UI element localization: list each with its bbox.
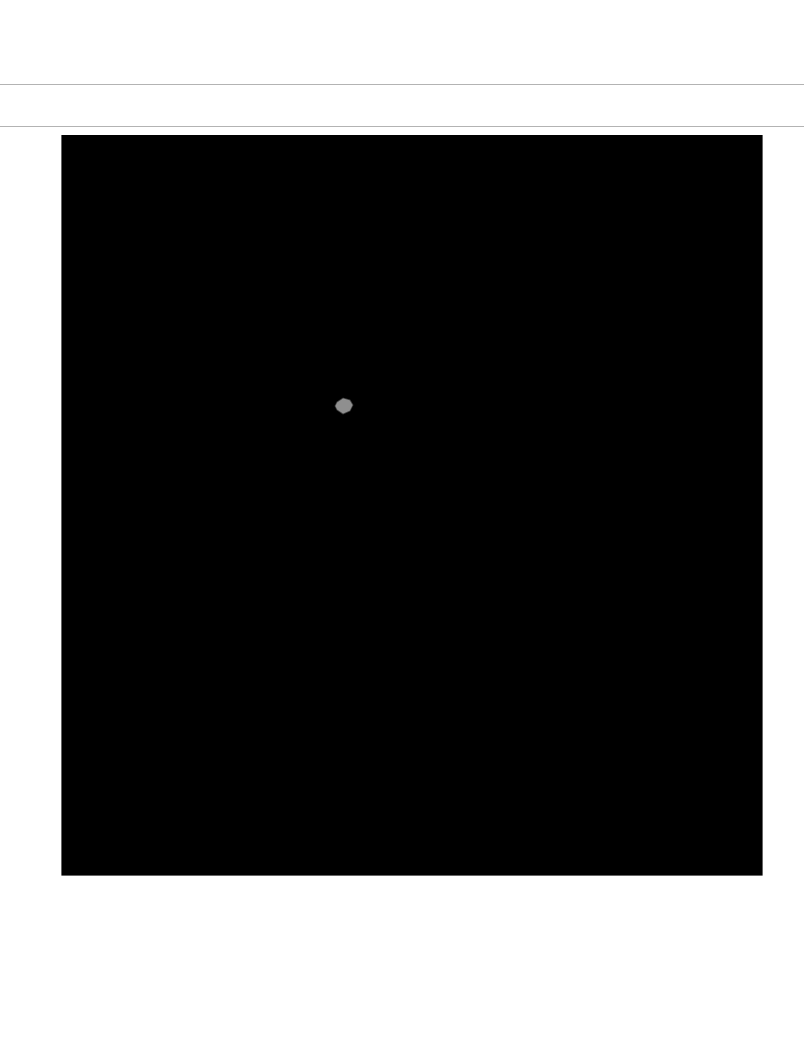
header-rule-bottom (0, 126, 804, 127)
map-svg (61, 135, 763, 876)
fill-south-60-100 (62, 568, 565, 875)
islands-layer (334, 397, 354, 415)
fill-white-east (688, 452, 762, 548)
contour-fills (62, 135, 762, 875)
pohnpei-island (334, 397, 354, 415)
fill-white-west (70, 445, 162, 528)
header-rule-top (0, 84, 804, 85)
fill-white-central (348, 462, 660, 562)
colorbar-svg (0, 912, 804, 977)
eez-layer (62, 141, 739, 834)
fill-peak-100-200 (433, 305, 565, 393)
fill-west-blob-60-100 (62, 255, 133, 357)
map-border (61, 135, 763, 876)
eez-border-dashed-line (62, 141, 739, 834)
